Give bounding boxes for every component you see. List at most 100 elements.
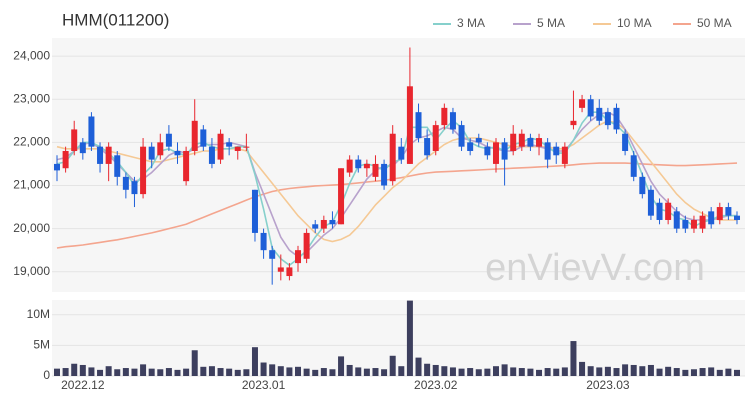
y-tick-label: 23,000 (13, 91, 50, 105)
candle-body (114, 155, 121, 177)
volume-bar (286, 367, 293, 376)
volume-bar (432, 364, 439, 376)
candle-body (88, 116, 95, 147)
volume-bar (449, 367, 456, 376)
volume-bar (630, 364, 637, 376)
volume-bar (389, 355, 396, 376)
volume-bar (708, 367, 715, 376)
candle-body (338, 168, 345, 225)
chart-title: HMM(011200) (62, 10, 169, 29)
volume-bar (157, 369, 164, 376)
volume-bar (561, 367, 568, 376)
volume-bar (251, 347, 258, 376)
x-tick-label: 2022.12 (61, 378, 105, 392)
y-tick-label: 5M (33, 338, 50, 352)
volume-bar (381, 369, 388, 376)
candle-body (510, 133, 517, 151)
candle-body (312, 224, 319, 229)
price-panel (52, 38, 745, 292)
candle-body (208, 146, 215, 164)
volume-bar (579, 361, 586, 376)
volume-bar (114, 369, 121, 376)
candle-body (725, 207, 732, 216)
volume-bar (88, 367, 95, 376)
candle-body (243, 146, 250, 148)
candle-body (656, 202, 663, 220)
candle-body (165, 133, 172, 147)
volume-bar (372, 368, 379, 376)
candle-body (286, 267, 293, 277)
candle-body (622, 133, 629, 151)
candle-body (277, 267, 284, 272)
candle-body (708, 211, 715, 225)
volume-bar (492, 366, 499, 376)
volume-bar (295, 366, 302, 376)
candle-body (381, 163, 388, 186)
volume-bar (665, 366, 672, 376)
volume-bar (174, 369, 181, 376)
volume-bar (553, 368, 560, 376)
volume-bar (226, 368, 233, 376)
candle-body (604, 112, 611, 126)
volume-bar (536, 369, 543, 376)
candle-body (54, 163, 60, 171)
candle-body (363, 163, 370, 169)
candle-body (553, 146, 560, 156)
volume-bar (527, 368, 534, 376)
volume-bar (613, 368, 620, 376)
volume-bar (673, 368, 680, 376)
volume-bar (277, 366, 284, 376)
volume-bar (604, 366, 611, 376)
candle-body (398, 146, 405, 160)
x-tick-label: 2023.02 (414, 378, 458, 392)
volume-bar (355, 367, 362, 376)
candle-body (251, 189, 258, 233)
volume-bar (71, 363, 78, 376)
volume-bar (639, 366, 646, 376)
candle-body (639, 176, 646, 195)
candle-body (415, 112, 422, 139)
legend-label: 3 MA (457, 16, 485, 30)
candle-body (174, 150, 181, 156)
volume-bar (140, 364, 147, 376)
volume-bar (596, 367, 603, 376)
candle-body (613, 107, 620, 130)
candle-body (62, 150, 69, 169)
volume-bar (682, 369, 689, 376)
candle-body (587, 99, 594, 117)
candle-body (527, 138, 534, 147)
candle-body (492, 142, 499, 164)
volume-bar (97, 369, 104, 376)
candle-body (458, 125, 465, 147)
candle-body (389, 133, 396, 182)
y-tick-label: 24,000 (13, 48, 50, 62)
volume-bar (79, 364, 86, 376)
candle-body (157, 142, 164, 156)
y-tick-label: 10M (27, 307, 50, 321)
candle-body (148, 146, 155, 160)
legend-label: 50 MA (697, 16, 732, 30)
candle-body (234, 146, 241, 151)
candle-body (79, 142, 86, 154)
ma-line (56, 162, 738, 249)
ma-line (56, 111, 737, 267)
candle-body (140, 146, 147, 195)
volume-bar (329, 369, 336, 376)
candle-body (665, 202, 672, 220)
volume-bar (647, 364, 654, 376)
candle-body (716, 207, 723, 220)
volume-bar (338, 356, 345, 376)
volume-bar (148, 368, 155, 376)
candle-body (690, 219, 697, 229)
volume-bar (716, 369, 723, 376)
volume-bar (406, 300, 413, 376)
volume-bar (734, 369, 740, 376)
volume-bar (467, 368, 474, 376)
volume-bar (458, 368, 465, 376)
volume-bar (217, 368, 224, 376)
volume-bar (320, 368, 327, 376)
candle-body (217, 133, 224, 160)
volume-bar (544, 368, 551, 376)
candle-body (596, 107, 603, 121)
